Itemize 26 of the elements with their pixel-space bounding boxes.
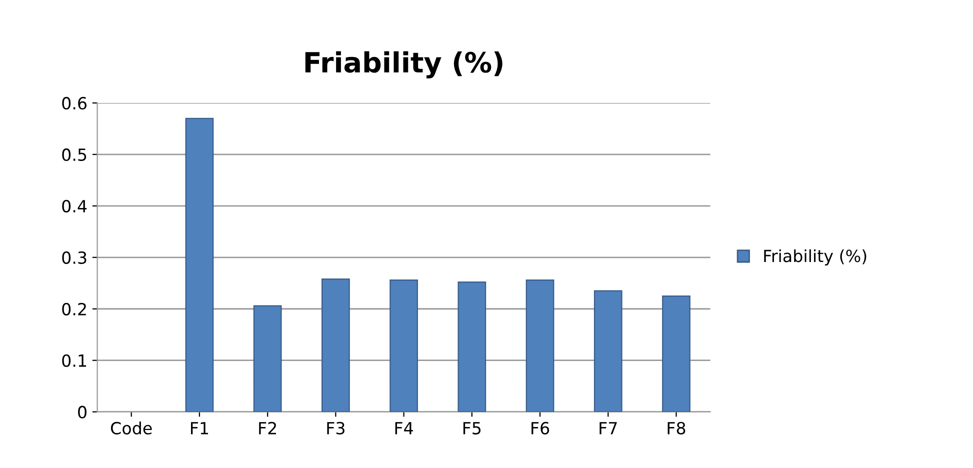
x-tick-label: F2	[259, 422, 276, 434]
x-tick-label: F6	[532, 422, 550, 434]
x-tick-label: F4	[395, 422, 413, 434]
x-tick-label: F7	[600, 422, 617, 434]
y-tick-label: 0.4	[62, 200, 87, 212]
y-tick-label: 0.1	[62, 354, 86, 367]
bar	[322, 278, 350, 412]
bar	[390, 279, 418, 412]
y-tick-label: 0.5	[62, 148, 86, 162]
bar	[253, 305, 282, 412]
bar	[185, 118, 214, 412]
y-tick-label: 0	[78, 406, 86, 418]
y-tick-label: 0.6	[62, 96, 87, 110]
bar	[594, 290, 622, 412]
legend-label: Friability (%)	[764, 249, 866, 266]
bar	[662, 295, 690, 412]
bar	[458, 282, 486, 412]
x-tick-label: Code	[110, 422, 152, 434]
x-tick-label: F1	[191, 422, 208, 434]
x-tick-label: F3	[327, 422, 344, 434]
x-tick-label: F8	[668, 422, 686, 434]
x-tick-label: F5	[463, 422, 481, 434]
y-tick-label: 0.2	[62, 302, 86, 316]
y-tick-label: 0.3	[62, 251, 86, 264]
bar	[526, 279, 554, 412]
chart-title: Friability (%)	[305, 51, 502, 78]
